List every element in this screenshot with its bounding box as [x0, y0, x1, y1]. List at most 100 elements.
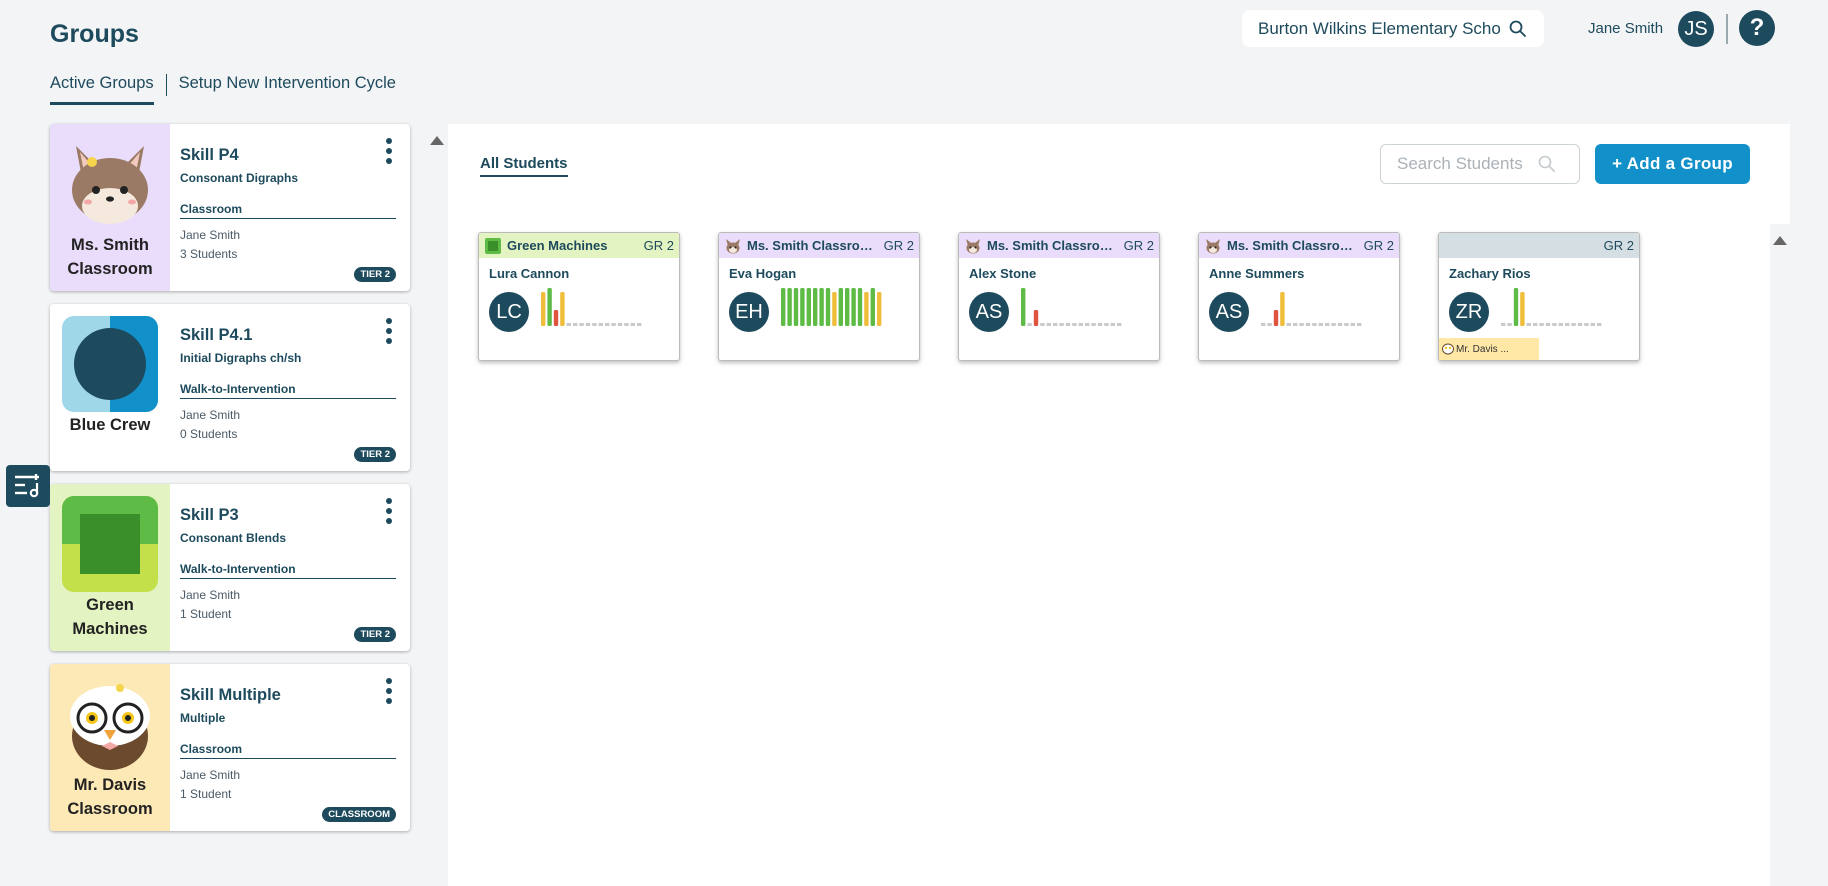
more-options-icon[interactable]: [384, 498, 394, 524]
empty-score-marker: [1590, 323, 1595, 326]
empty-score-marker: [573, 323, 578, 326]
empty-score-marker: [1053, 323, 1058, 326]
group-skill-desc: Initial Digraphs ch/sh: [180, 351, 302, 365]
group-teacher: Jane Smith: [180, 228, 241, 242]
empty-score-marker: [624, 323, 629, 326]
student-card[interactable]: Ms. Smith Classroom GR 2 Eva Hogan EH: [718, 232, 920, 361]
tier-badge: TIER 2: [354, 447, 396, 462]
group-skill-desc: Consonant Digraphs: [180, 171, 299, 185]
group-name: Green Machines: [72, 596, 148, 638]
add-group-button[interactable]: + Add a Group: [1595, 144, 1750, 184]
all-students-label[interactable]: All Students: [480, 155, 568, 177]
fox-mascot-icon: [725, 238, 741, 254]
school-name: Burton Wilkins Elementary School: [1258, 18, 1500, 38]
group-skill: Skill P3: [180, 506, 239, 524]
score-bar: [1513, 288, 1519, 326]
empty-score-marker: [1040, 323, 1045, 326]
empty-score-marker: [1558, 323, 1563, 326]
student-avatar: AS: [969, 292, 1009, 332]
score-bar: [1273, 310, 1279, 326]
green-square-icon: [485, 237, 501, 254]
empty-score-marker: [1299, 323, 1304, 326]
more-options-icon[interactable]: [384, 678, 394, 704]
empty-score-marker: [585, 323, 591, 326]
student-card[interactable]: Ms. Smith Classroom GR 2 Alex Stone AS: [958, 232, 1160, 361]
student-grade: GR 2: [1363, 238, 1394, 253]
student-search[interactable]: [1380, 144, 1580, 184]
student-card[interactable]: Ms. Smith Classroom GR 2 Anne Summers AS: [1198, 232, 1400, 361]
group-student-count: 3 Students: [180, 247, 238, 261]
search-icon[interactable]: [1537, 154, 1557, 174]
student-group-name: Ms. Smith Classroom: [747, 238, 878, 253]
group-teacher: Jane Smith: [180, 408, 241, 422]
empty-score-marker: [1533, 323, 1538, 326]
empty-score-marker: [1552, 323, 1557, 326]
group-card[interactable]: Mr. Davis Classroom Skill Multiple Multi…: [50, 664, 410, 831]
user-avatar[interactable]: JS: [1678, 11, 1714, 47]
student-search-input[interactable]: [1397, 154, 1537, 174]
group-image-panel: Green Machines: [50, 484, 170, 651]
more-options-icon[interactable]: [384, 138, 394, 164]
empty-score-marker: [637, 323, 642, 326]
tab-active-groups[interactable]: Active Groups: [50, 74, 154, 105]
score-bar: [553, 310, 559, 326]
student-card[interactable]: Green Machines GR 2 Lura Cannon LC: [478, 232, 680, 361]
group-skill-desc: Consonant Blends: [180, 531, 287, 545]
progress-bar-chart: [1021, 288, 1122, 326]
empty-score-marker: [1331, 323, 1336, 326]
empty-score-marker: [1325, 323, 1330, 326]
filter-toggle-button[interactable]: [6, 465, 50, 507]
student-card-header: Ms. Smith Classroom GR 2: [1199, 233, 1399, 258]
empty-score-marker: [592, 323, 597, 326]
group-card[interactable]: Ms. Smith Classroom Skill P4 Consonant D…: [50, 124, 410, 291]
filter-list-icon: [15, 474, 39, 498]
score-bar: [819, 288, 824, 326]
group-skill: Skill P4.1: [180, 326, 253, 344]
empty-score-marker: [1344, 323, 1349, 326]
more-options-icon[interactable]: [384, 318, 394, 344]
empty-score-marker: [1545, 323, 1551, 326]
help-button[interactable]: ?: [1739, 10, 1775, 46]
scroll-up-arrow-icon[interactable]: [430, 136, 444, 145]
student-grade: GR 2: [1603, 238, 1634, 253]
cards-scroll-strip: [1770, 224, 1790, 886]
progress-bar-chart: [1261, 292, 1362, 326]
group-teacher: Jane Smith: [180, 588, 241, 602]
score-bar: [825, 288, 831, 326]
score-bar: [1021, 288, 1026, 326]
group-skill-desc: Multiple: [180, 711, 226, 725]
group-student-count: 1 Student: [180, 787, 232, 801]
empty-score-marker: [1110, 323, 1115, 326]
student-name: Lura Cannon: [489, 266, 570, 281]
group-student-count: 0 Students: [180, 427, 238, 441]
score-bar: [781, 288, 786, 326]
group-type: Classroom: [180, 742, 396, 759]
group-teacher: Jane Smith: [180, 768, 241, 782]
student-card-header: Ms. Smith Classroom GR 2: [959, 233, 1159, 258]
group-card[interactable]: Blue Crew Skill P4.1 Initial Digraphs ch…: [50, 304, 410, 471]
empty-score-marker: [611, 323, 616, 326]
score-bar: [832, 292, 837, 326]
school-search[interactable]: Burton Wilkins Elementary School: [1242, 10, 1544, 47]
empty-score-marker: [1337, 323, 1343, 326]
group-skill: Skill P4: [180, 146, 239, 164]
score-bar: [541, 292, 546, 326]
empty-score-marker: [1046, 323, 1051, 326]
score-bar: [864, 292, 869, 326]
scroll-up-arrow-icon[interactable]: [1773, 236, 1787, 245]
student-card[interactable]: GR 2 Zachary Rios ZR Mr. Davis ...: [1438, 232, 1640, 361]
empty-score-marker: [1565, 323, 1570, 326]
owl-mascot-icon: [70, 684, 150, 770]
score-bar: [845, 288, 850, 326]
empty-score-marker: [579, 323, 584, 326]
empty-score-marker: [1085, 323, 1090, 326]
fox-mascot-icon: [1205, 238, 1221, 254]
tier-badge: TIER 2: [354, 267, 396, 282]
tab-setup-intervention[interactable]: Setup New Intervention Cycle: [178, 74, 396, 92]
group-card[interactable]: Green Machines Skill P3 Consonant Blends…: [50, 484, 410, 651]
search-icon[interactable]: [1508, 19, 1528, 39]
score-bar: [547, 288, 552, 326]
empty-score-marker: [1286, 323, 1291, 326]
student-card-header: Green Machines GR 2: [479, 233, 679, 258]
user-name[interactable]: Jane Smith: [1588, 20, 1664, 37]
